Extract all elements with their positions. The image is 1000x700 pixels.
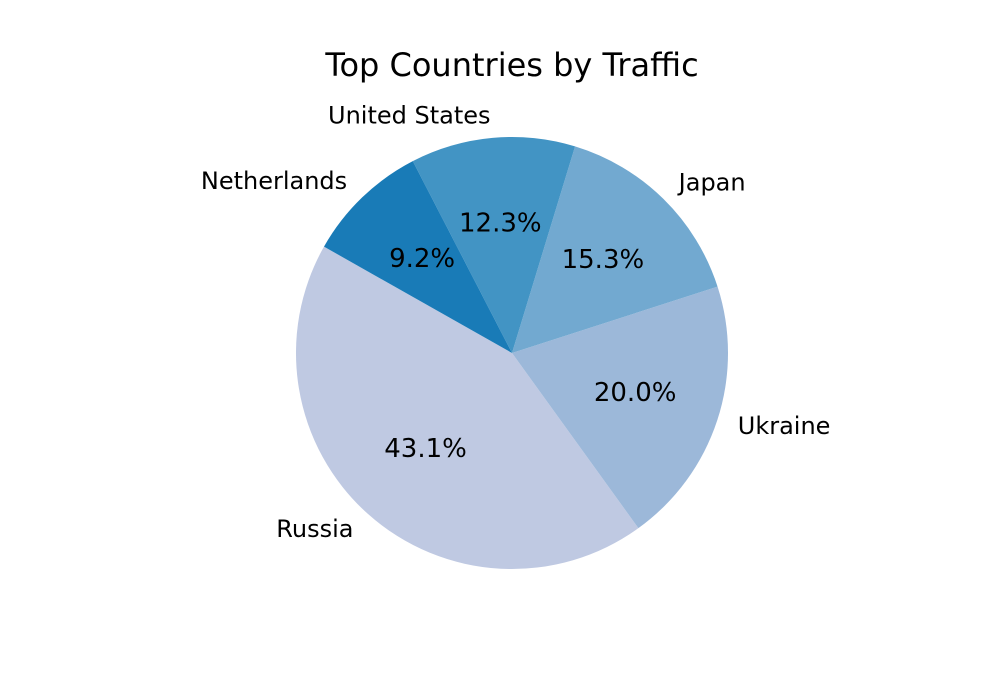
slice-percent-japan: 15.3% (562, 245, 645, 275)
slice-label-united-states: United States (328, 101, 491, 129)
pie-slice-ukraine (512, 286, 729, 529)
slice-percent-netherlands: 9.2% (389, 244, 455, 274)
pie-slices (295, 136, 729, 570)
chart-title: Top Countries by Traffic (324, 46, 698, 84)
slice-percent-russia: 43.1% (384, 434, 467, 464)
pie-slice-netherlands (324, 161, 512, 353)
pie-slice-russia (295, 246, 639, 570)
slice-label-ukraine: Ukraine (738, 412, 831, 440)
slice-label-russia: Russia (276, 515, 353, 543)
pie-slice-japan (512, 146, 718, 353)
slice-percent-ukraine: 20.0% (594, 378, 677, 408)
pie-slice-united-states (412, 136, 576, 353)
slice-label-japan: Japan (677, 169, 746, 197)
slice-label-netherlands: Netherlands (201, 167, 347, 195)
pie-labels: Russia 43.1% Ukraine 20.0% Japan 15.3% United … (201, 101, 831, 543)
slice-percent-united-states: 12.3% (459, 208, 542, 238)
